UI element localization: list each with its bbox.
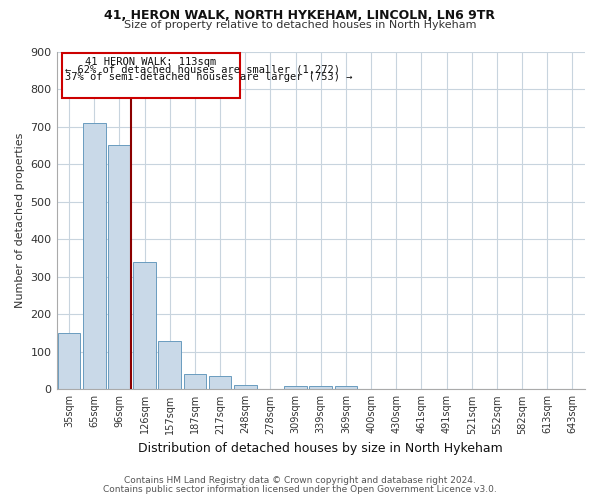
Text: Contains HM Land Registry data © Crown copyright and database right 2024.: Contains HM Land Registry data © Crown c… xyxy=(124,476,476,485)
Text: Size of property relative to detached houses in North Hykeham: Size of property relative to detached ho… xyxy=(124,20,476,30)
Bar xyxy=(310,386,332,390)
Text: Contains public sector information licensed under the Open Government Licence v3: Contains public sector information licen… xyxy=(103,485,497,494)
Text: 41, HERON WALK, NORTH HYKEHAM, LINCOLN, LN6 9TR: 41, HERON WALK, NORTH HYKEHAM, LINCOLN, … xyxy=(104,9,496,22)
FancyBboxPatch shape xyxy=(62,54,240,98)
Bar xyxy=(133,262,156,390)
Text: 41 HERON WALK: 113sqm: 41 HERON WALK: 113sqm xyxy=(85,57,217,67)
X-axis label: Distribution of detached houses by size in North Hykeham: Distribution of detached houses by size … xyxy=(139,442,503,455)
Bar xyxy=(58,333,80,390)
Y-axis label: Number of detached properties: Number of detached properties xyxy=(15,132,25,308)
Text: 37% of semi-detached houses are larger (753) →: 37% of semi-detached houses are larger (… xyxy=(65,72,353,82)
Bar xyxy=(158,340,181,390)
Bar xyxy=(284,386,307,390)
Bar xyxy=(209,376,232,390)
Bar xyxy=(234,385,257,390)
Bar xyxy=(83,123,106,390)
Text: ← 62% of detached houses are smaller (1,272): ← 62% of detached houses are smaller (1,… xyxy=(65,64,340,74)
Bar xyxy=(184,374,206,390)
Bar xyxy=(335,386,357,390)
Bar xyxy=(108,146,131,390)
